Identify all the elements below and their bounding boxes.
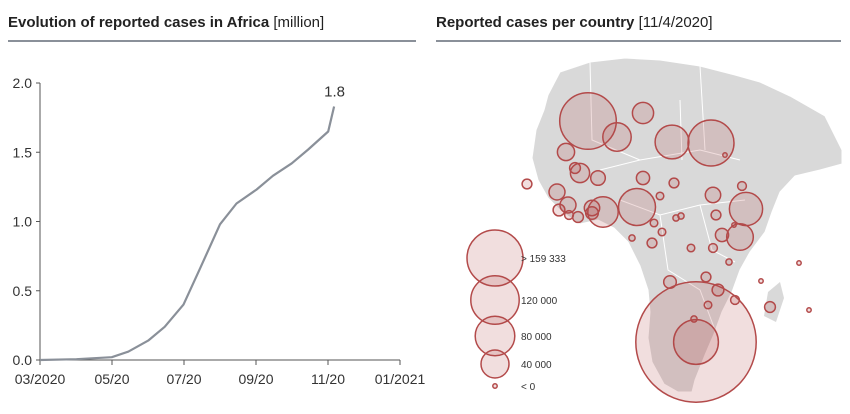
country-bubble [548,183,566,201]
country-bubble [758,278,764,284]
country-bubble [729,294,741,306]
y-tick-label: 0.0 [13,352,33,368]
country-bubble [725,222,755,252]
country-bubble [587,196,619,228]
y-tick-label: 2.0 [13,75,33,91]
country-bubble [602,122,632,152]
line-chart-title: Evolution of reported cases in Africa [m… [8,14,324,31]
country-bubble [763,300,777,314]
country-border [699,65,706,151]
country-border [589,61,641,161]
country-border [699,204,736,263]
country-bubble [569,162,591,184]
africa-landmass [531,57,843,393]
x-tick-label: 03/2020 [15,371,66,387]
legend-label: 80 000 [521,332,552,343]
legend-label: 120 000 [521,296,558,307]
legend-bubble [470,275,520,325]
country-bubble [722,152,728,158]
x-tick-label: 09/20 [238,371,273,387]
country-bubble [710,209,722,221]
line-chart-title-text: Evolution of reported cases in Africa [8,14,270,31]
country-bubble [711,283,725,297]
x-tick-label: 11/20 [311,371,345,387]
country-bubble [725,258,733,266]
bubble-legend: > 159 333 120 000 80 000 40 000 < 0 [466,229,566,393]
map-title: Reported cases per country [11/4/2020] [436,14,713,31]
country-border [639,149,741,161]
line-chart-title-rule [8,40,416,42]
country-bubble [552,203,566,217]
legend-bubble [492,383,498,389]
x-tick-label: 05/20 [94,371,129,387]
legend-label: > 159 333 [521,254,566,265]
country-bubble [700,271,712,283]
line-chart-tick-labels: 03/2020 05/20 07/20 09/20 11/20 01/2021 0.0 0.5… [13,75,426,387]
country-bubble [635,281,757,403]
country-border [659,214,716,331]
country-bubble [690,315,698,323]
legend-label: < 0 [521,382,536,393]
y-tick-label: 1.0 [13,214,33,230]
country-bubble [704,186,722,204]
country-bubble [617,187,657,227]
country-border [599,159,641,171]
country-border [619,199,746,216]
map-title-unit: [11/4/2020] [638,14,713,31]
country-bubble [668,177,680,189]
country-bubble [571,210,585,224]
country-bubble [662,274,678,290]
country-bubble [556,142,576,162]
line-chart-title-unit: [million] [273,14,325,31]
country-bubble [521,178,533,190]
country-bubble [677,212,685,220]
x-tick-label: 07/20 [166,371,201,387]
map-title-text: Reported cases per country [436,14,635,31]
x-tick-label: 01/2021 [375,371,426,387]
country-bubble [703,300,713,310]
country-bubble [631,101,655,125]
country-bubble [558,91,618,151]
line-series-cases [39,106,336,362]
africa-continent [531,57,843,393]
y-tick-label: 0.5 [13,283,33,299]
legend-label: 40 000 [521,360,552,371]
country-bubble [714,227,730,243]
country-bubble [657,227,667,237]
country-bubbles [521,91,812,403]
country-bubble [731,222,737,228]
legend-bubble [480,349,510,379]
country-bubble [583,199,601,217]
madagascar [764,282,784,322]
country-bubble [672,318,720,366]
country-bubble [686,243,696,253]
country-bubble [568,161,582,175]
legend-bubble [474,315,516,357]
map-title-rule [436,40,841,42]
country-bubble [649,218,659,228]
country-bubble [796,260,802,266]
legend-bubble [466,229,524,287]
country-bubble [628,234,636,242]
country-bubble [559,196,577,214]
country-bubble [654,124,690,160]
y-tick-label: 1.5 [13,144,33,160]
country-bubble [646,237,658,249]
country-border [679,99,683,161]
country-bubble [589,169,607,187]
country-bubble [563,209,575,221]
country-bubble [584,205,600,221]
country-bubble [806,307,812,313]
country-bubble [687,119,735,167]
country-bubble [655,191,665,201]
line-chart-axes [36,82,401,365]
country-bubble [635,170,651,186]
line-end-label: 1.8 [324,84,345,101]
line-chart: 03/2020 05/20 07/20 09/20 11/20 01/2021 0.0 0.5… [13,75,426,387]
country-bubble [728,191,764,227]
country-bubble [707,242,719,254]
country-bubble [672,214,680,222]
country-bubble [736,180,748,192]
